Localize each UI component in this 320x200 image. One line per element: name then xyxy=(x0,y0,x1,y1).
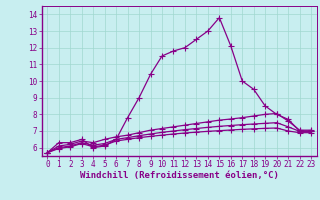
X-axis label: Windchill (Refroidissement éolien,°C): Windchill (Refroidissement éolien,°C) xyxy=(80,171,279,180)
